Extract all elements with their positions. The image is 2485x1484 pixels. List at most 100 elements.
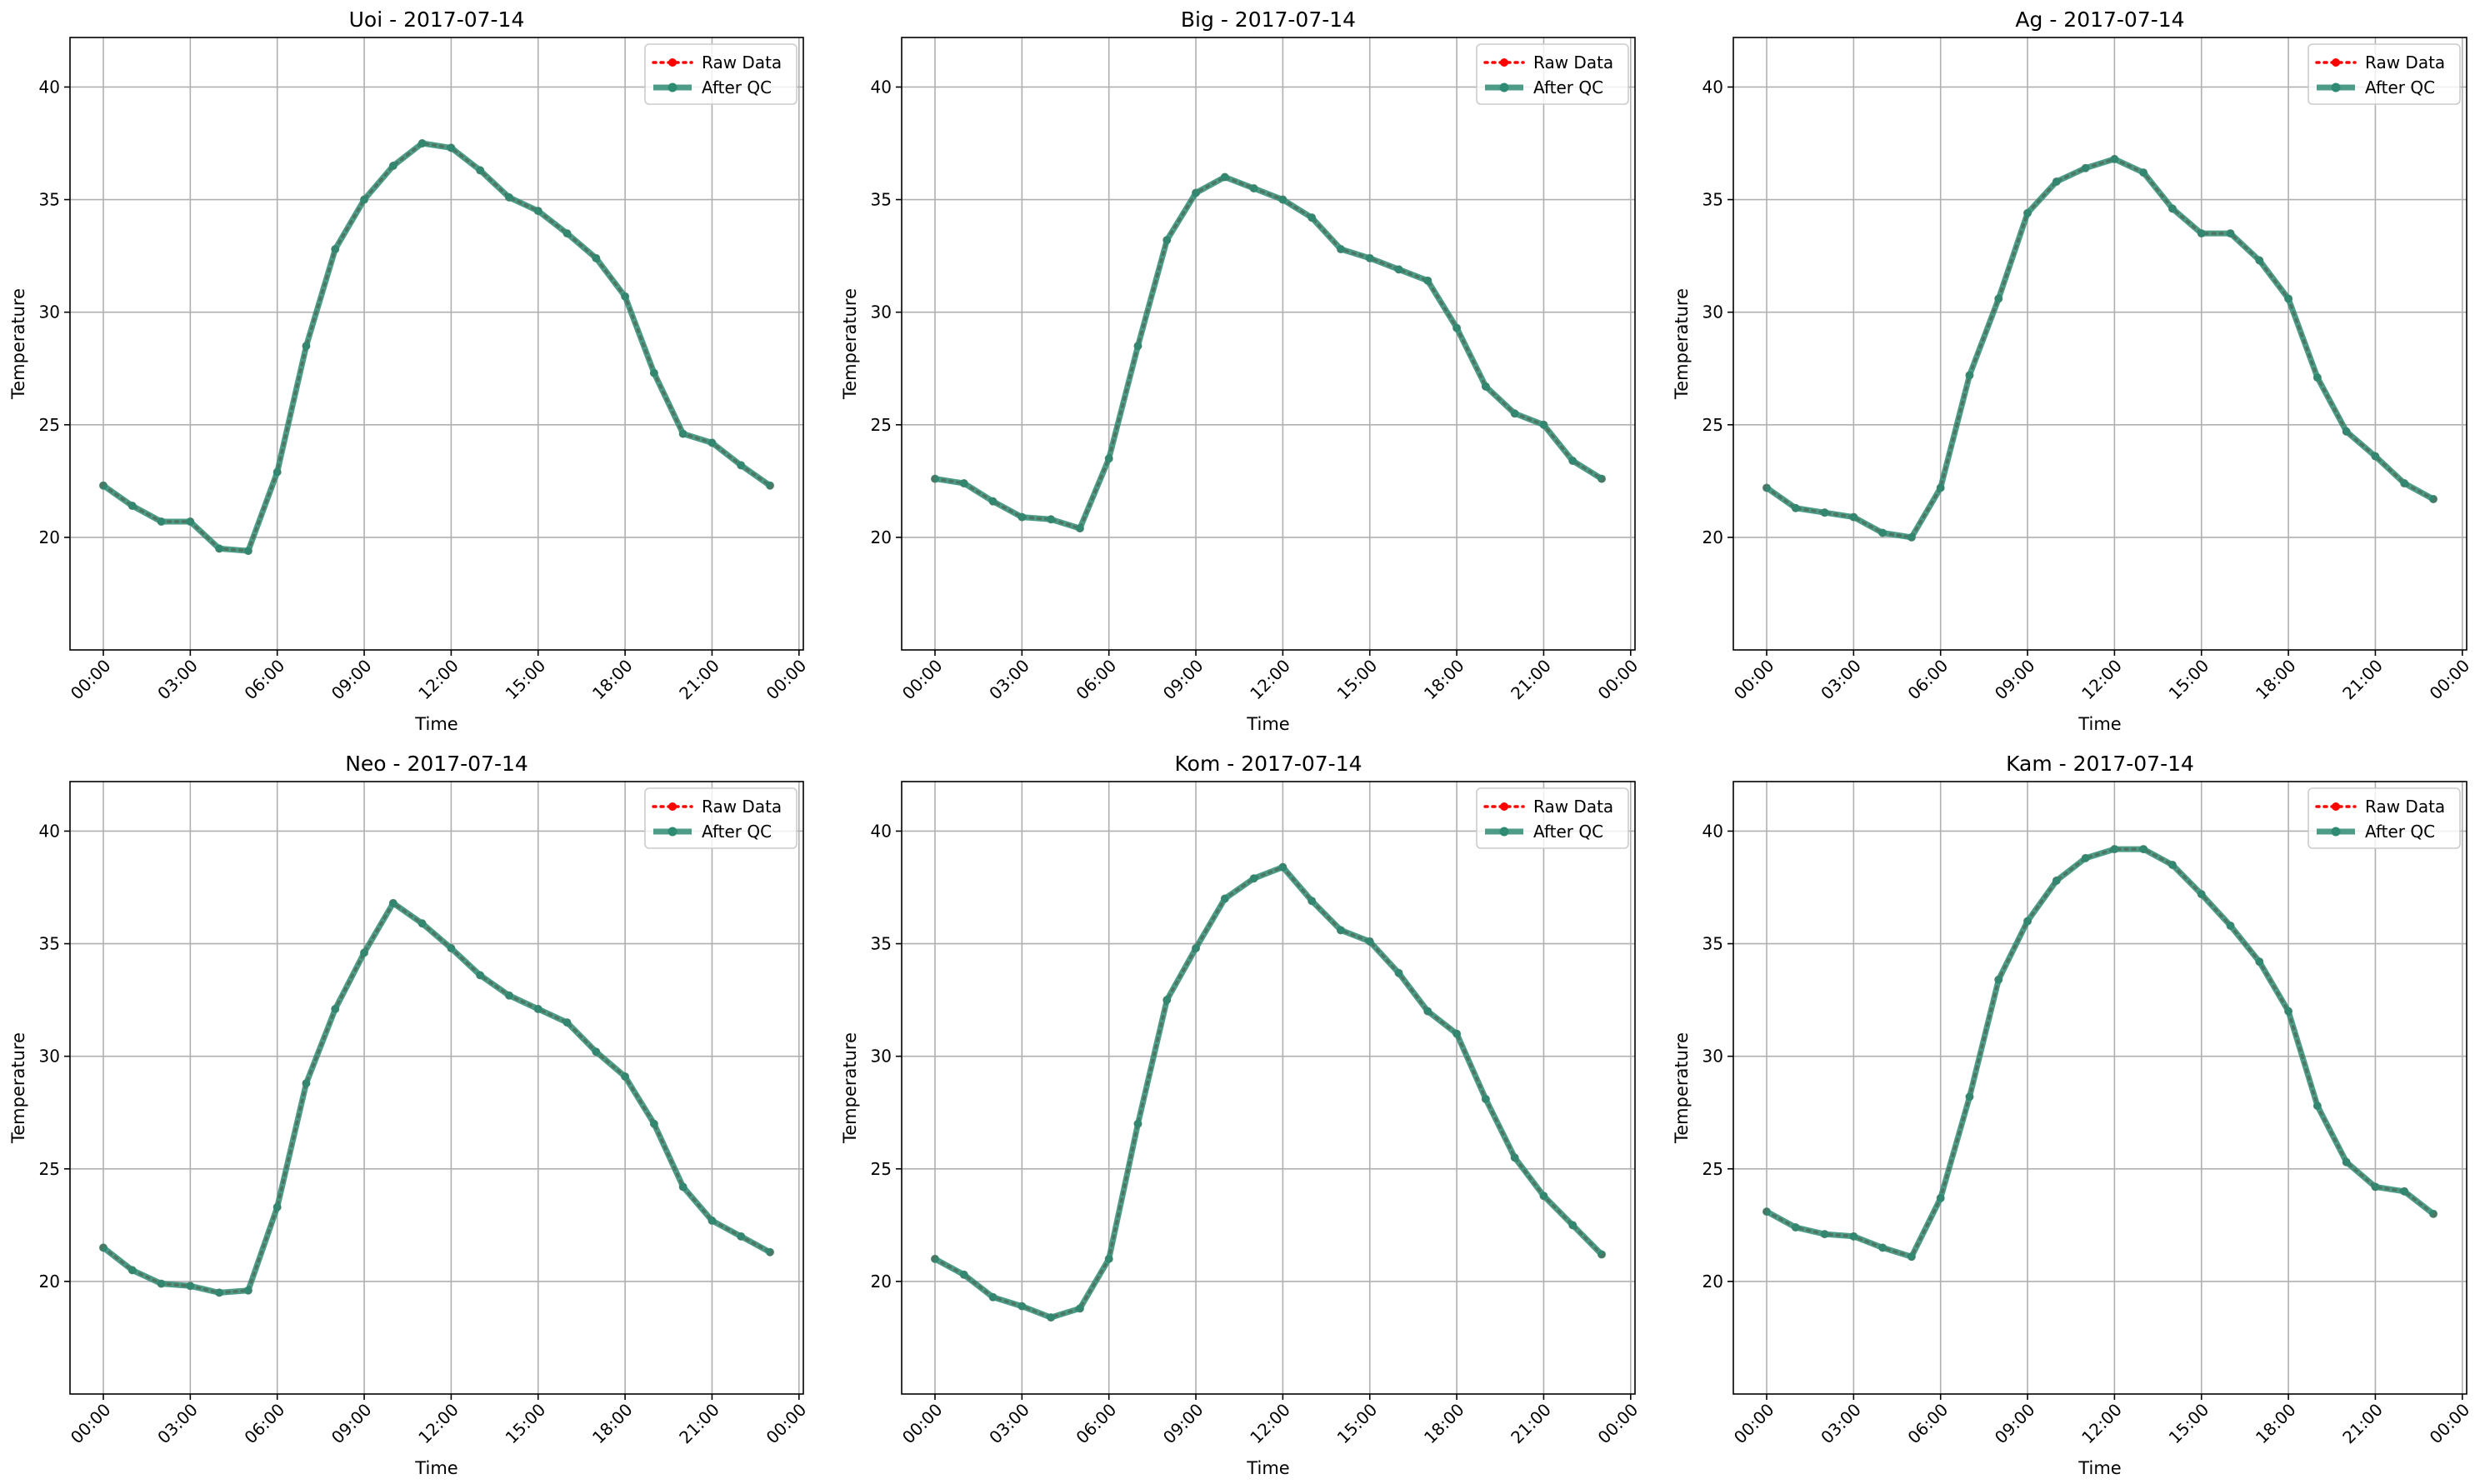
- after-qc-point: [331, 1004, 340, 1013]
- y-tick-label: 40: [1702, 77, 1723, 97]
- x-tick-label: 06:00: [241, 656, 289, 704]
- chart-title: Kam - 2017-07-14: [2006, 752, 2194, 776]
- subplot-4: 20 25 30 35 40 00:00 03:00 06:00 09:00 12:00 15:00…: [8, 752, 810, 1478]
- y-tick-label: 40: [39, 821, 60, 841]
- after-qc-point: [2081, 853, 2090, 862]
- series-line-raw-data: [933, 865, 1603, 1319]
- x-tick-label: 18:00: [588, 656, 637, 704]
- y-tick-label: 20: [39, 527, 60, 547]
- x-tick-label: 09:00: [328, 656, 376, 704]
- after-qc-point: [708, 1216, 717, 1225]
- after-qc-point: [2284, 1007, 2293, 1016]
- after-qc-point: [1791, 1223, 1800, 1232]
- after-qc-point: [2139, 845, 2148, 854]
- y-axis-label: Temperature: [1672, 288, 1692, 400]
- y-tick-label: 35: [1702, 190, 1723, 210]
- after-qc-point: [1162, 236, 1172, 245]
- legend-marker-raw-data: [668, 58, 677, 67]
- x-tick-label: 09:00: [1159, 1400, 1208, 1448]
- chart-title: Uoi - 2017-07-14: [349, 7, 525, 32]
- x-tick-label: 12:00: [414, 656, 462, 704]
- x-tick-label: 12:00: [1246, 1400, 1294, 1448]
- x-axis-label: Time: [414, 1458, 458, 1478]
- legend-marker-raw-data: [2332, 58, 2340, 67]
- after-qc-point: [1220, 172, 1229, 182]
- y-tick-label: 25: [1702, 1159, 1723, 1179]
- y-tick-label: 25: [1702, 415, 1723, 435]
- after-qc-point: [1278, 862, 1288, 872]
- chart-title: Big - 2017-07-14: [1181, 7, 1356, 32]
- after-qc-point: [1510, 409, 1519, 418]
- after-qc-point: [1936, 1193, 1945, 1202]
- after-qc-point: [1133, 1119, 1142, 1128]
- after-qc-point: [157, 517, 166, 526]
- after-qc-point: [128, 1266, 137, 1275]
- after-qc-point: [533, 1004, 542, 1013]
- x-tick-label: 00:00: [1594, 1400, 1642, 1448]
- after-qc-point: [1510, 1153, 1519, 1162]
- after-qc-point: [2312, 373, 2322, 382]
- x-tick-label: 00:00: [898, 656, 947, 704]
- legend-label-after-qc: After QC: [702, 822, 772, 842]
- x-tick-label: 03:00: [153, 1400, 202, 1448]
- x-tick-label: 12:00: [1246, 656, 1294, 704]
- after-qc-point: [1481, 382, 1490, 391]
- after-qc-point: [418, 139, 427, 148]
- after-qc-point: [388, 162, 398, 171]
- x-tick-label: 06:00: [1072, 656, 1121, 704]
- after-qc-point: [1598, 474, 1606, 483]
- after-qc-point: [678, 1182, 688, 1192]
- after-qc-point: [1820, 508, 1829, 517]
- legend-label-raw-data: Raw Data: [1533, 52, 1613, 72]
- y-axis-label: Temperature: [8, 1032, 28, 1144]
- y-tick-label: 40: [871, 821, 892, 841]
- after-qc-point: [1394, 265, 1403, 274]
- after-qc-point: [1481, 1095, 1490, 1104]
- after-qc-point: [1423, 1007, 1432, 1016]
- legend-label-after-qc: After QC: [702, 77, 772, 97]
- after-qc-point: [1907, 1252, 1916, 1262]
- x-tick-label: 18:00: [1420, 1400, 1468, 1448]
- after-qc-point: [2371, 1182, 2380, 1192]
- after-qc-point: [592, 253, 601, 262]
- legend: Raw Data After QC: [2308, 43, 2461, 105]
- after-qc-point: [766, 1247, 774, 1257]
- after-qc-point: [447, 943, 456, 952]
- after-qc-point: [476, 971, 485, 980]
- after-qc-point: [959, 479, 968, 488]
- after-qc-point: [2342, 1157, 2351, 1167]
- after-qc-point: [2400, 1187, 2409, 1196]
- after-qc-point: [2110, 845, 2119, 854]
- subplot-5: 20 25 30 35 40 00:00 03:00 06:00 09:00 12:00 15:00…: [840, 752, 1642, 1478]
- chart-title: Ag - 2017-07-14: [2015, 7, 2184, 32]
- after-qc-point: [1878, 1243, 1888, 1252]
- after-qc-point: [504, 991, 513, 1000]
- after-qc-point: [621, 292, 630, 301]
- x-tick-label: 12:00: [2078, 656, 2126, 704]
- x-tick-label: 06:00: [1904, 1400, 1952, 1448]
- y-axis-label: Temperature: [840, 288, 860, 400]
- after-qc-point: [243, 1286, 252, 1295]
- after-qc-point: [1075, 1304, 1084, 1313]
- x-tick-label: 00:00: [1730, 1400, 1778, 1448]
- legend: Raw Data After QC: [644, 43, 798, 105]
- after-qc-point: [766, 481, 774, 490]
- after-qc-point: [931, 474, 939, 483]
- legend-label-raw-data: Raw Data: [2365, 52, 2445, 72]
- x-axis-label: Time: [1246, 1458, 1289, 1478]
- x-tick-label: 18:00: [2252, 656, 2300, 704]
- y-tick-label: 30: [1702, 302, 1723, 322]
- x-tick-label: 09:00: [1991, 656, 2039, 704]
- after-qc-point: [1365, 937, 1374, 946]
- after-qc-point: [331, 245, 340, 254]
- subplot-2: 20 25 30 35 40 00:00 03:00 06:00 09:00 12:00 15:00…: [840, 7, 1642, 734]
- x-tick-label: 03:00: [985, 656, 1033, 704]
- after-qc-point: [99, 481, 108, 490]
- after-qc-point: [2255, 256, 2264, 265]
- chart-title: Kom - 2017-07-14: [1175, 752, 1362, 776]
- x-tick-label: 09:00: [1159, 656, 1208, 704]
- series-line-after-qc: [1764, 156, 2435, 541]
- y-tick-label: 35: [39, 934, 60, 954]
- after-qc-point: [128, 502, 137, 511]
